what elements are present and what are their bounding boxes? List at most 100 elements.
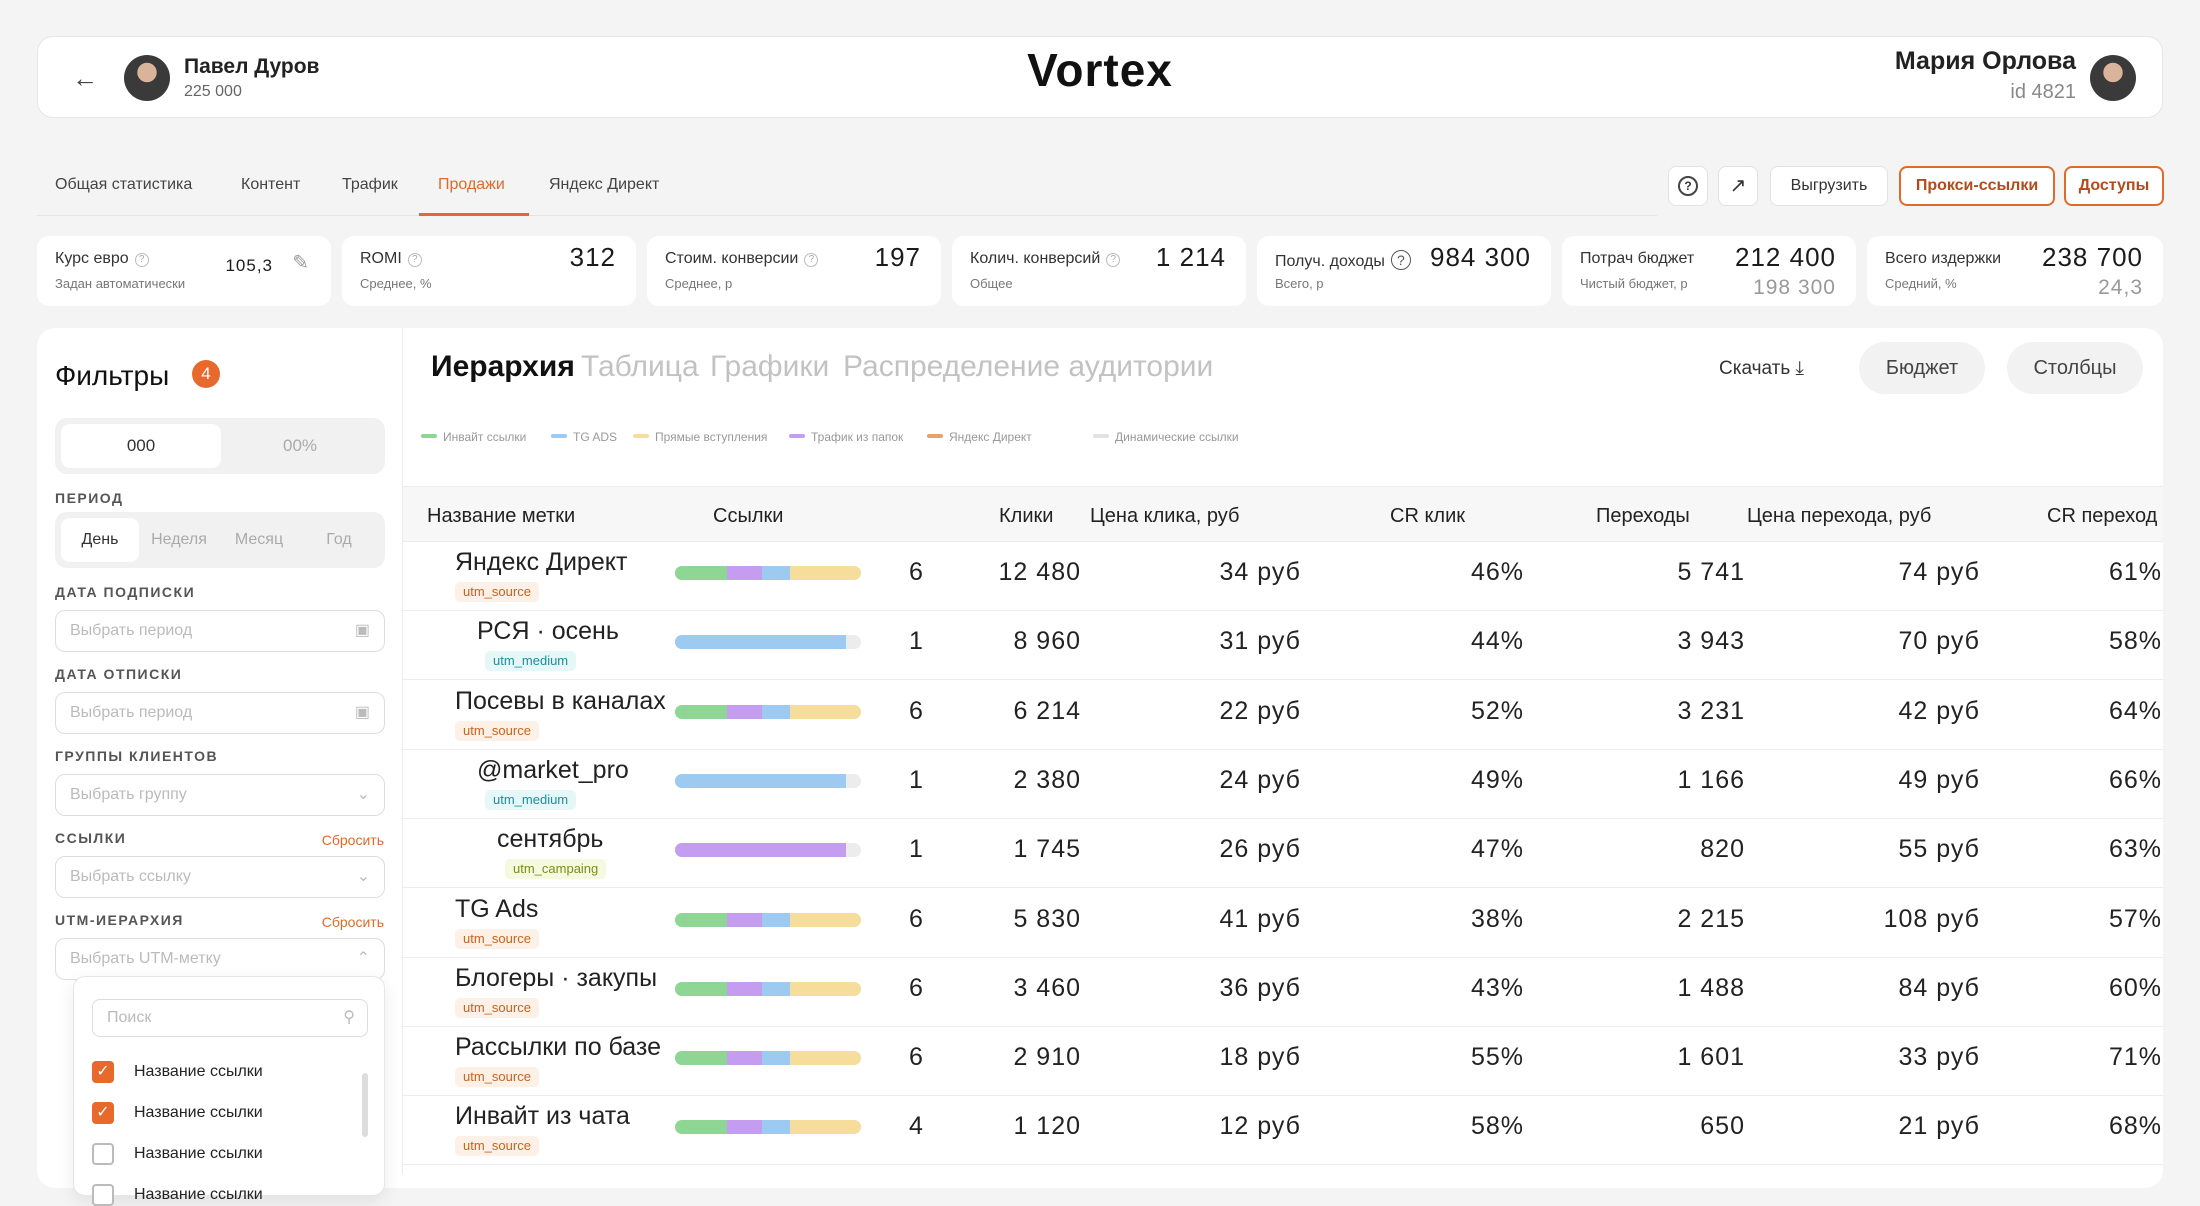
info-icon[interactable]: ?: [1106, 253, 1121, 267]
info-icon[interactable]: ?: [407, 253, 422, 267]
links-select[interactable]: Выбрать ссылку ⌄: [55, 856, 385, 898]
checkbox[interactable]: ✓: [92, 1102, 114, 1124]
unsubscription-date-field[interactable]: Выбрать период ▣: [55, 692, 385, 734]
info-icon[interactable]: ?: [134, 253, 149, 267]
cell-cr-click: 49%: [1470, 765, 1524, 794]
client-groups-select[interactable]: Выбрать группу ⌄: [55, 774, 385, 816]
column-header[interactable]: Цена перехода, руб: [1747, 505, 1932, 527]
table-row[interactable]: Посевы в каналах utm_source 6 6 214 22 руб 52…: [403, 681, 2163, 750]
table-row[interactable]: Блогеры · закупы utm_source 6 3 460 36 руб 43…: [403, 958, 2163, 1027]
table-row[interactable]: РСЯ · осень utm_medium 1 8 960 31 руб 44% 3 94…: [403, 611, 2163, 681]
tab-content[interactable]: Контент: [241, 176, 301, 193]
tab-general-stats[interactable]: Общая статистика: [55, 176, 193, 193]
cell-click-price: 34 руб: [1219, 558, 1301, 586]
download-button[interactable]: Скачать ⤓: [1719, 358, 1804, 379]
chevron-up-icon: ⌃: [356, 950, 370, 967]
links-reset-link[interactable]: Сбросить: [321, 832, 384, 848]
checkbox-label: Название ссылки: [134, 1186, 263, 1203]
pencil-icon[interactable]: ✎: [292, 252, 309, 274]
arrow-left-icon[interactable]: ←: [72, 63, 98, 93]
period-day[interactable]: День: [61, 518, 139, 562]
column-header[interactable]: Клики: [999, 505, 1054, 527]
cell-trans-price: 70 руб: [1898, 627, 1980, 656]
user-name: Мария Орлова: [1894, 47, 2076, 75]
info-icon[interactable]: ?: [1390, 250, 1411, 270]
column-header[interactable]: Ссылки: [713, 505, 784, 527]
period-year[interactable]: Год: [326, 531, 352, 548]
column-header[interactable]: Переходы: [1596, 505, 1690, 527]
checkbox-label: Название ссылки: [134, 1063, 263, 1080]
bar-segment: [727, 566, 763, 580]
period-month[interactable]: Месяц: [234, 531, 284, 548]
links-distribution-bar: [675, 981, 861, 996]
mode-percent[interactable]: 00%: [282, 436, 318, 455]
utm-tag-badge: utm_medium: [485, 789, 577, 810]
kpi-title: Получ. доходы: [1275, 253, 1385, 270]
columns-button[interactable]: Столбцы: [2007, 342, 2143, 394]
cell-transitions: 820: [1700, 835, 1745, 864]
bar-segment: [675, 843, 847, 858]
table-row[interactable]: @market_pro utm_medium 1 2 380 24 руб 49% 1 16…: [403, 750, 2163, 819]
avatar[interactable]: [124, 55, 170, 101]
proxy-links-button[interactable]: Прокси-ссылки: [1899, 166, 2055, 206]
unload-button[interactable]: Выгрузить: [1770, 166, 1888, 206]
bar-segment: [790, 1120, 861, 1135]
tab-audience-distribution[interactable]: Распределение аудитории: [843, 350, 1214, 383]
utm-select[interactable]: Выбрать UTM-метку ⌃: [55, 938, 385, 980]
bar-segment: [790, 704, 861, 719]
utm-tag-badge: utm_campaing: [505, 859, 607, 880]
column-header[interactable]: CR переход: [2047, 505, 2158, 527]
period-week[interactable]: Неделя: [151, 531, 207, 548]
tab-table[interactable]: Таблица: [581, 350, 699, 383]
info-icon[interactable]: ?: [804, 253, 819, 267]
table-row[interactable]: Яндекс Директ utm_source 6 12 480 34 руб 46% 5…: [403, 542, 2163, 611]
cell-trans-price: 84 руб: [1898, 973, 1980, 1002]
row-label: Посевы в каналах: [455, 686, 666, 715]
column-header[interactable]: Название метки: [427, 505, 576, 527]
cell-clicks: 1 745: [1013, 835, 1081, 864]
mode-absolute[interactable]: 000: [61, 424, 221, 468]
cell-clicks: 12 480: [998, 558, 1081, 586]
bar-segment: [762, 1051, 791, 1066]
cell-trans-price: 42 руб: [1898, 696, 1980, 725]
budget-button[interactable]: Бюджет: [1859, 342, 1985, 394]
tab-traffic[interactable]: Трафик: [342, 176, 398, 193]
bar-segment: [790, 912, 861, 927]
checkbox[interactable]: [92, 1184, 114, 1206]
tab-charts[interactable]: Графики: [710, 350, 830, 383]
user-avatar[interactable]: [2090, 55, 2136, 101]
dropdown-search-input[interactable]: Поиск ⚲: [92, 999, 368, 1037]
chevron-down-icon: ⌄: [356, 786, 370, 803]
checkbox[interactable]: [92, 1143, 114, 1165]
cell-trans-price: 74 руб: [1898, 558, 1980, 586]
kpi-value: 197: [874, 242, 921, 272]
account-subscribers: 225 000: [184, 83, 242, 100]
table-row[interactable]: Инвайт из чата utm_source 4 1 120 12 руб 58% 6…: [403, 1096, 2163, 1166]
table-row[interactable]: TG Ads utm_source 6 5 830 41 руб 38% 2 215 108 …: [403, 889, 2163, 958]
kpi-value: 238 700: [2042, 242, 2143, 272]
checkbox[interactable]: ✓: [92, 1061, 114, 1083]
utm-tag-badge: utm_source: [455, 582, 539, 602]
filters-count-badge: 4: [192, 360, 220, 388]
cell-cr-trans: 57%: [2108, 904, 2162, 933]
user-id: id 4821: [2010, 81, 2076, 103]
utm-tag-badge: utm_source: [455, 1136, 539, 1157]
help-button[interactable]: ?: [1668, 166, 1708, 206]
table-row[interactable]: Рассылки по базе utm_source 6 2 910 18 руб 55…: [403, 1027, 2163, 1097]
table-row[interactable]: сентябрь utm_campaing 1 1 745 26 руб 47% 820 55…: [403, 819, 2163, 889]
tab-sales[interactable]: Продажи: [438, 176, 505, 193]
utm-reset-link[interactable]: Сбросить: [321, 914, 384, 930]
tab-yandex-direct[interactable]: Яндекс Директ: [549, 176, 660, 193]
cell-links: 4: [909, 1112, 924, 1141]
column-header[interactable]: Цена клика, руб: [1090, 505, 1240, 527]
dropdown-scrollbar[interactable]: [362, 1073, 368, 1137]
subscription-date-field[interactable]: Выбрать период ▣: [55, 610, 385, 652]
utm-tag-badge: utm_source: [455, 997, 539, 1018]
export-button[interactable]: ↗: [1718, 166, 1758, 206]
unsubscription-date-label: ДАТА ОТПИСКИ: [55, 666, 183, 682]
column-header[interactable]: CR клик: [1390, 505, 1466, 527]
tab-hierarchy[interactable]: Иерархия: [431, 350, 575, 383]
bar-segment: [675, 1051, 728, 1066]
access-button[interactable]: Доступы: [2064, 166, 2164, 206]
cell-cr-click: 47%: [1470, 835, 1524, 864]
